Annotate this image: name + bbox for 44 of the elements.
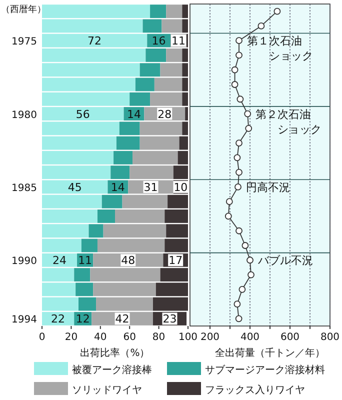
x-tick-label: 400 [240,332,260,343]
data-label: 31 [144,180,158,194]
data-label: 17 [168,254,183,268]
data-label: 12 [76,312,90,326]
y-tick-label: 1975 [12,36,37,48]
annotation: 第２次石油ショック [256,108,322,136]
data-label: 14 [126,108,141,121]
data-label: 22 [51,312,66,326]
data-label: 14 [110,180,125,194]
x-axis-title: 出荷比率（%） [80,347,150,359]
x-tick-label: 100 [178,332,198,343]
x-tick-label: 0 [38,332,46,343]
x-axis-title: 全出荷量（千トン／年） [215,347,325,359]
legend-label: サブマージアーク溶接材料 [205,364,325,376]
x-tick-label: 200 [200,332,220,343]
x-tick-label: 20 [64,332,78,343]
annotation: 円高不況 [246,180,290,194]
legend-label: ソリッドワイヤ [72,385,142,396]
y-tick-label: 1990 [12,256,37,268]
x-tick-label: 60 [123,332,136,343]
data-label: 45 [68,180,82,194]
data-label: 24 [52,254,67,268]
data-label: 16 [152,34,166,48]
y-tick-label: 1985 [12,182,37,194]
data-label: 28 [158,108,172,121]
y-axis-title: （西暦年） [1,4,46,15]
data-label: 48 [121,254,136,268]
x-tick-label: 600 [280,332,300,343]
data-label: 72 [88,34,102,48]
data-label: 42 [115,312,130,326]
y-tick-label: 1980 [12,110,37,121]
data-label: 10 [174,180,188,194]
legend-label: フラックス入りワイヤ [205,384,305,396]
legend-label: 被覆アーク溶接棒 [72,364,152,376]
data-label: 23 [162,312,177,326]
y-tick-label: 1994 [12,314,37,326]
data-label: 56 [76,108,90,121]
data-label: 11 [172,34,186,48]
x-tick-label: 800 [320,332,340,343]
x-tick-label: 80 [152,332,166,343]
data-label: 11 [78,254,92,268]
annotation: バブル不況 [257,254,313,268]
annotation: 第１次石油ショック [247,34,313,63]
x-tick-label: 40 [94,332,107,343]
